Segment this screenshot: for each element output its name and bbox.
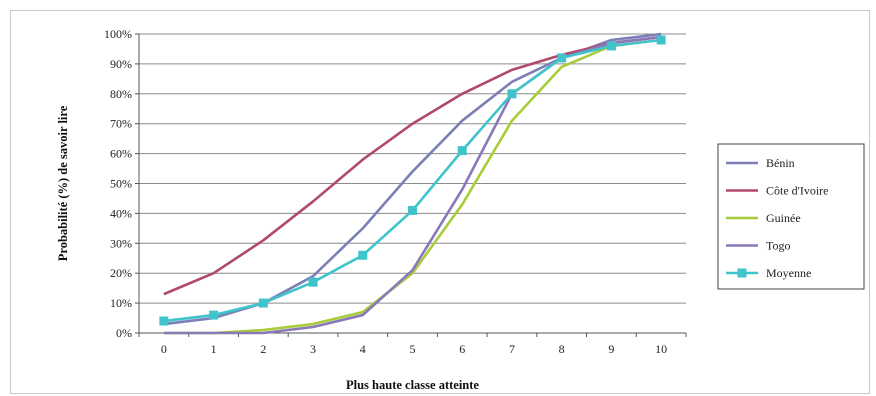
data-point-marker [308,277,318,287]
y-tick-label: 20% [110,266,132,280]
x-tick-label: 6 [459,342,465,356]
y-tick-label: 90% [110,57,132,71]
x-tick-label: 10 [655,342,667,356]
y-tick-label: 0% [116,326,132,340]
y-tick-label: 10% [110,296,132,310]
data-point-marker [209,310,219,320]
y-tick-label: 80% [110,87,132,101]
y-tick-label: 30% [110,236,132,250]
legend-label: Bénin [766,156,795,170]
x-axis-title: Plus haute classe atteinte [346,378,479,392]
series-lines [159,32,666,335]
line-chart: 0% 10% 20% 30% 40% 50% 60% 70% 80% 90% 100% 0 1 2 3 4 5 6… [56,27,865,392]
y-axis-title: Probabilité (%) de savoir lire [56,105,70,261]
x-tick-label: 1 [211,342,217,356]
x-tick-label: 3 [310,342,316,356]
y-tick-label: 60% [110,147,132,161]
data-point-marker [606,41,616,51]
series-line [163,32,662,326]
legend-label: Guinée [766,211,801,225]
x-tick-label: 5 [410,342,416,356]
x-tick-label: 9 [608,342,614,356]
data-point-marker [557,53,567,63]
data-point-marker [656,35,666,45]
y-tick-label: 50% [110,177,132,191]
legend-box [717,143,865,290]
x-tick-label: 4 [360,342,366,356]
series-line [163,38,662,335]
y-tick-label: 40% [110,206,132,220]
y-tick-label: 70% [110,117,132,131]
data-point-marker [457,146,467,156]
series-line [163,35,662,335]
y-tick-label: 100% [104,27,132,41]
legend-label: Moyenne [766,266,811,280]
legend-label: Côte d'Ivoire [766,184,828,198]
x-tick-label: 2 [260,342,266,356]
data-point-marker [358,250,368,260]
legend-marker [737,268,747,278]
x-tick-label: 0 [161,342,167,356]
legend-label: Togo [766,239,791,253]
series-line [163,35,662,296]
data-point-marker [159,316,169,326]
data-point-marker [408,205,417,215]
axes: 0% 10% 20% 30% 40% 50% 60% 70% 80% 90% 100% 0 1 2 3 4 5 6… [104,27,687,356]
data-point-marker [258,298,268,308]
series-line [163,38,662,323]
gridlines [139,33,686,334]
data-point-marker [507,89,517,99]
x-tick-label: 8 [559,342,565,356]
chart-container: 0% 10% 20% 30% 40% 50% 60% 70% 80% 90% 100% 0 1 2 3 4 5 6… [10,10,870,394]
x-tick-label: 7 [509,342,515,356]
legend: Bénin Côte d'Ivoire Guinée Togo Moyenne [717,143,865,290]
